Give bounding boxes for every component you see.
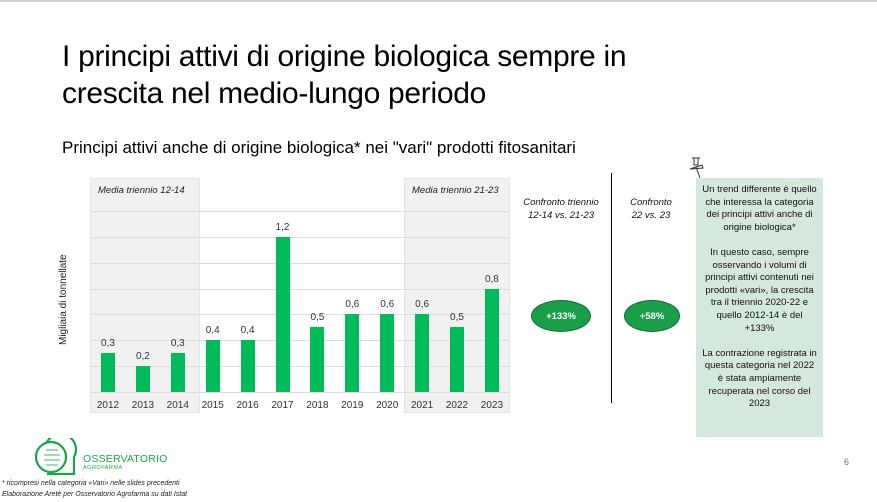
- comparison-header-line1: Confronto: [630, 197, 672, 208]
- x-tick-2021: 2021: [410, 400, 434, 411]
- badge-triennio-growth: +133%: [531, 300, 591, 332]
- gridline: [90, 366, 510, 368]
- bar-2019: [345, 314, 360, 392]
- x-tick-2022: 2022: [445, 400, 469, 411]
- data-label-2023: 0,8: [484, 273, 499, 285]
- x-tick-2014: 2014: [166, 400, 189, 411]
- x-tick-2012: 2012: [96, 400, 120, 411]
- x-tick-2017: 2017: [271, 400, 294, 411]
- footnote-source: Elaborazione Aretè per Osservatorio Agro…: [2, 491, 188, 498]
- title-line-1: I principi attivi di origine biologica s…: [62, 40, 627, 73]
- x-tick-2015: 2015: [201, 400, 224, 411]
- shade-label-21-23: Media triennio 21-23: [412, 185, 499, 196]
- x-tick-2016: 2016: [236, 400, 259, 411]
- comparison-header-annual: Confronto 22 vs. 23: [616, 196, 686, 222]
- shade-label-12-14: Media triennio 12-14: [98, 185, 185, 196]
- y-axis-label: Migliaia di tonnellate: [58, 254, 69, 345]
- data-label-2016: 0,4: [240, 325, 255, 337]
- data-label-2020: 0,6: [380, 299, 395, 311]
- x-tick-2013: 2013: [131, 400, 155, 411]
- data-label-2015: 0,4: [205, 325, 220, 337]
- data-label-2021: 0,6: [415, 299, 430, 311]
- comparison-header-line2: 22 vs. 23: [631, 210, 671, 221]
- bar-2014: [170, 353, 185, 392]
- bar-2021: [415, 314, 430, 392]
- page-number: 6: [844, 457, 850, 467]
- gridline: [90, 262, 510, 264]
- data-label-2012: 0,3: [101, 338, 115, 350]
- comparison-divider: [611, 173, 612, 403]
- comparison-header-line1: Confronto triennio: [523, 197, 599, 208]
- data-label-2018: 0,5: [310, 312, 325, 324]
- commentary-box: Un trend differente è quello che interes…: [696, 178, 823, 437]
- gridline: [90, 340, 510, 342]
- logo-name: OSSERVATORIO: [83, 453, 168, 465]
- footnote-asterisk: * ricompresi nella categoria «Vari» nell…: [2, 480, 180, 487]
- title-line-2: crescita nel medio-lungo periodo: [62, 77, 486, 110]
- osservatorio-agrofarma-logo: OSSERVATORIO AGROFARMA: [34, 432, 168, 476]
- data-label-2017: 1,2: [275, 221, 290, 233]
- x-tick-2020: 2020: [376, 400, 399, 411]
- bar-2016: [240, 340, 255, 392]
- logo-mark-icon: [34, 432, 77, 476]
- data-label-2019: 0,6: [345, 299, 360, 311]
- bar-2012: [101, 353, 115, 392]
- bar-2015: [205, 340, 220, 392]
- commentary-paragraph-1: Un trend differente è quello che interes…: [702, 184, 817, 233]
- commentary-paragraph-3: La contrazione registrata in questa cate…: [702, 347, 817, 410]
- bar-2022: [450, 327, 464, 392]
- bar-2020: [380, 314, 395, 392]
- data-label-2014: 0,3: [170, 338, 185, 350]
- gridline: [90, 314, 510, 316]
- x-tick-2019: 2019: [341, 400, 364, 411]
- data-label-2022: 0,5: [450, 312, 464, 324]
- badge-annual-growth: +58%: [624, 300, 680, 332]
- x-tick-2023: 2023: [480, 400, 504, 411]
- pushpin-icon: [689, 157, 704, 179]
- slide-title: I principi attivi di origine biologica s…: [62, 38, 627, 112]
- gridline: [90, 392, 510, 393]
- gridline: [90, 288, 510, 290]
- comparison-header-triennio: Confronto triennio 12-14 vs. 21-23: [516, 196, 606, 222]
- bar-2013: [135, 366, 150, 392]
- x-tick-2018: 2018: [306, 400, 329, 411]
- commentary-paragraph-2: In questo caso, sempre osservando i volu…: [705, 246, 814, 334]
- data-label-2013: 0,2: [135, 351, 150, 363]
- bar-2023: [484, 288, 499, 392]
- bar-2017: [275, 236, 290, 392]
- logo-subname: AGROFARMA: [83, 465, 123, 471]
- gridline: [90, 236, 510, 238]
- comparison-header-line2: 12-14 vs. 21-23: [527, 210, 594, 221]
- bar-2018: [310, 327, 325, 392]
- bar-chart: Media triennio 12-14 Media triennio 21-2…: [90, 178, 510, 413]
- top-border: [0, 0, 877, 2]
- chart-subtitle: Principi attivi anche di origine biologi…: [62, 138, 576, 157]
- gridline: [90, 211, 510, 212]
